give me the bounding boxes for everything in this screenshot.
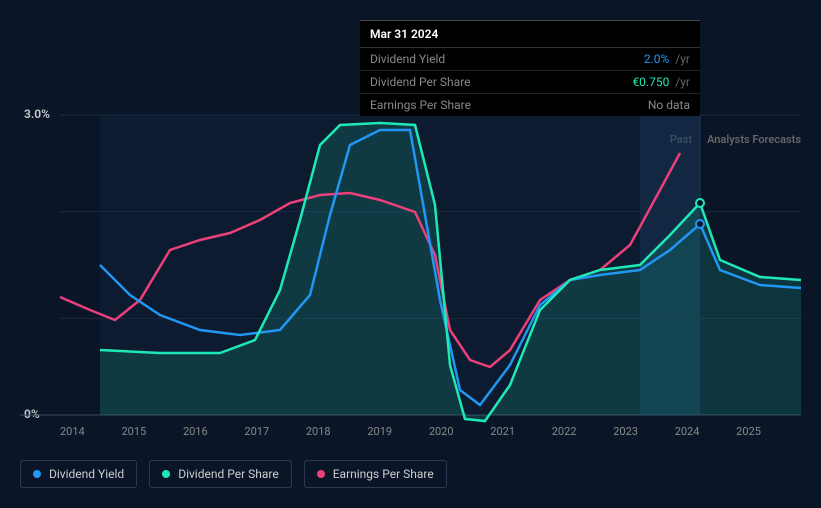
tooltip-value: No data xyxy=(648,98,690,112)
x-tick: 2025 xyxy=(736,425,761,438)
x-tick: 2016 xyxy=(183,425,208,438)
chart-tooltip: Mar 31 2024 Dividend Yield2.0% /yrDivide… xyxy=(360,20,700,116)
x-tick: 2014 xyxy=(60,425,85,438)
tooltip-row: Dividend Yield2.0% /yr xyxy=(360,48,700,71)
x-tick: 2019 xyxy=(367,425,392,438)
chart-svg xyxy=(20,105,801,425)
x-tick: 2018 xyxy=(306,425,331,438)
tooltip-value: €0.750 /yr xyxy=(632,75,690,89)
legend-label: Dividend Yield xyxy=(49,467,124,481)
x-tick: 2023 xyxy=(613,425,638,438)
x-tick: 2021 xyxy=(490,425,515,438)
legend-label: Earnings Per Share xyxy=(333,467,434,481)
legend-dot xyxy=(162,470,170,478)
x-tick: 2020 xyxy=(429,425,454,438)
tooltip-label: Earnings Per Share xyxy=(370,98,648,112)
tooltip-value: 2.0% /yr xyxy=(644,52,690,66)
tooltip-label: Dividend Yield xyxy=(370,52,644,66)
x-tick: 2022 xyxy=(552,425,577,438)
legend-item[interactable]: Dividend Yield xyxy=(20,460,137,488)
x-tick: 2024 xyxy=(675,425,700,438)
legend: Dividend Yield Dividend Per Share Earnings… xyxy=(20,460,447,488)
tooltip-label: Dividend Per Share xyxy=(370,75,632,89)
tooltip-row: Dividend Per Share€0.750 /yr xyxy=(360,71,700,94)
x-axis: 2014 2015 2016 2017 2018 2019 2020 2021 2022 2023… xyxy=(0,425,821,438)
legend-dot xyxy=(33,470,41,478)
tooltip-date: Mar 31 2024 xyxy=(360,21,700,48)
legend-item[interactable]: Earnings Per Share xyxy=(304,460,447,488)
plot-area[interactable] xyxy=(20,105,801,425)
legend-label: Dividend Per Share xyxy=(178,467,279,481)
legend-dot xyxy=(317,470,325,478)
tooltip-row: Earnings Per ShareNo data xyxy=(360,94,700,116)
x-tick: 2017 xyxy=(244,425,269,438)
x-tick: 2015 xyxy=(121,425,146,438)
legend-item[interactable]: Dividend Per Share xyxy=(149,460,292,488)
dividend-chart: Mar 31 2024 Dividend Yield2.0% /yrDivide… xyxy=(0,0,821,508)
